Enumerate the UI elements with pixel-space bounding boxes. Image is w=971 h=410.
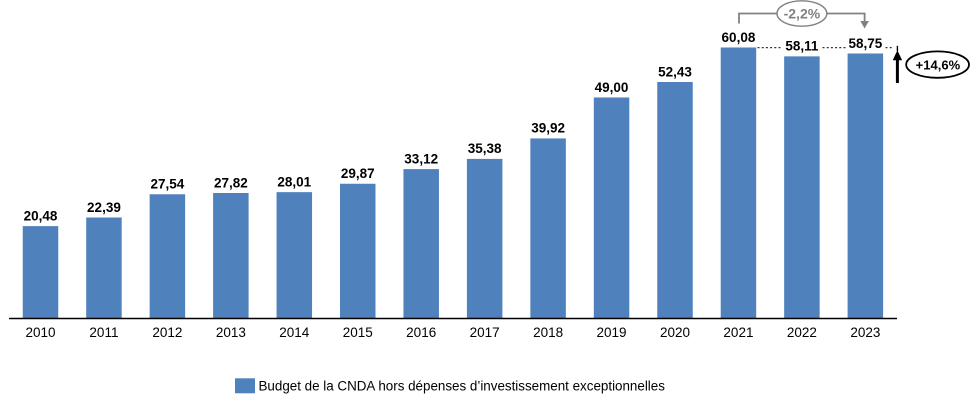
svg-text:Budget de la CNDA hors dépense: Budget de la CNDA hors dépenses d’invest… (259, 379, 666, 394)
svg-text:35,38: 35,38 (468, 141, 502, 156)
svg-text:60,08: 60,08 (722, 30, 756, 45)
svg-text:-2,2%: -2,2% (784, 6, 821, 22)
svg-text:2021: 2021 (723, 325, 753, 340)
svg-text:2020: 2020 (660, 325, 690, 340)
svg-text:29,87: 29,87 (341, 166, 375, 181)
svg-text:2017: 2017 (470, 325, 500, 340)
svg-text:2015: 2015 (343, 325, 373, 340)
svg-text:2016: 2016 (406, 325, 436, 340)
svg-text:27,54: 27,54 (151, 177, 185, 192)
svg-text:20,48: 20,48 (24, 208, 58, 223)
svg-text:2011: 2011 (89, 325, 118, 340)
svg-text:2018: 2018 (533, 325, 563, 340)
svg-text:28,01: 28,01 (277, 174, 311, 189)
svg-text:2022: 2022 (787, 325, 817, 340)
svg-text:2013: 2013 (216, 325, 246, 340)
svg-text:2014: 2014 (279, 325, 310, 340)
svg-text:58,11: 58,11 (785, 39, 819, 54)
svg-text:27,82: 27,82 (214, 175, 248, 190)
svg-text:22,39: 22,39 (87, 200, 121, 215)
svg-text:2023: 2023 (850, 325, 880, 340)
svg-text:33,12: 33,12 (404, 151, 438, 166)
svg-text:2019: 2019 (597, 325, 627, 340)
svg-text:39,92: 39,92 (531, 121, 565, 136)
svg-text:+14,6%: +14,6% (916, 58, 961, 73)
svg-text:49,00: 49,00 (595, 80, 629, 95)
svg-text:2012: 2012 (152, 325, 182, 340)
svg-text:58,75: 58,75 (848, 36, 882, 51)
svg-text:52,43: 52,43 (658, 64, 692, 79)
svg-text:2010: 2010 (25, 325, 55, 340)
